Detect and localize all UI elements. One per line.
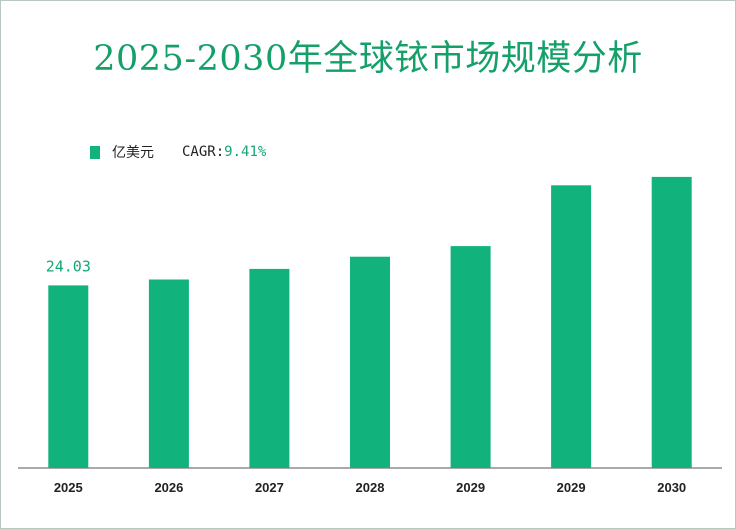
x-tick-label: 2025 (54, 480, 83, 495)
bar-2 (249, 268, 290, 468)
x-tick-label: 2026 (154, 480, 183, 495)
bar-1 (148, 279, 189, 468)
bar-3 (350, 256, 390, 468)
x-tick-label: 2028 (356, 480, 385, 495)
bar-6 (651, 176, 692, 468)
data-label: 24.03 (46, 257, 91, 275)
x-tick-label: 2030 (657, 480, 686, 495)
legend: 亿美元 CAGR: 9.41% (90, 142, 266, 162)
cagr-label: CAGR: (182, 144, 225, 160)
legend-series-label: 亿美元 (112, 145, 154, 161)
legend-swatch (90, 145, 100, 159)
bar-4 (450, 246, 491, 468)
bar-5 (551, 185, 592, 469)
chart-title: 2025-2030年全球铱市场规模分析 (93, 39, 643, 79)
cagr-value: 9.41% (224, 144, 267, 160)
x-tick-label: 2027 (255, 480, 284, 495)
x-tick-label: 2029 (557, 480, 586, 495)
x-tick-label: 2029 (456, 480, 485, 495)
bar-0 (48, 285, 89, 468)
